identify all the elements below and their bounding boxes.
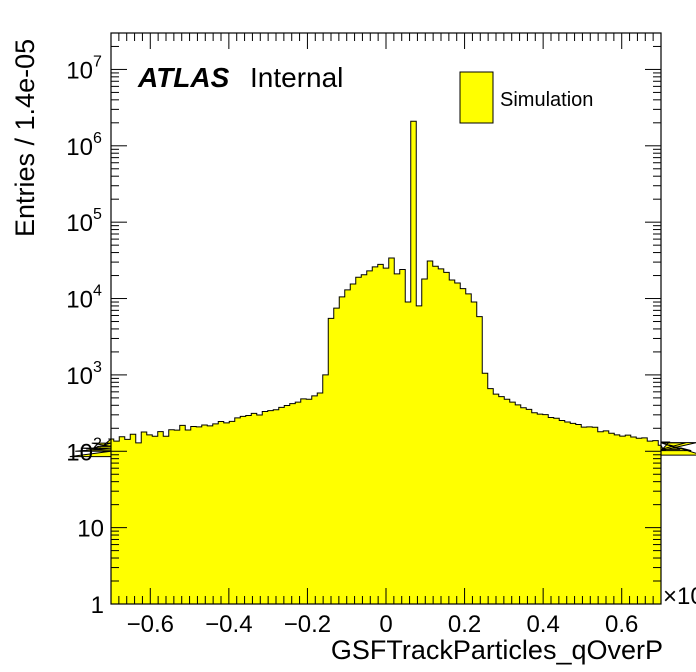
y-tick-label-exponent: 4 [93,283,102,300]
x-tick-labels: −0.6 −0.4 −0.2 0 0.2 0.4 0.6 [127,611,639,638]
y-tick-label: 10 [66,439,93,466]
y-tick-label: 10 [66,363,93,390]
y-tick-label-exponent: 7 [93,53,102,70]
x-tick-label: −0.4 [205,611,252,638]
histogram-fill [69,121,696,604]
y-tick-label: 10 [77,516,104,543]
x-tick-label: 0.6 [605,611,638,638]
y-tick-label: 10 [66,287,93,314]
atlas-label-bold: ATLAS [137,62,230,93]
x-multiplier-label: ×10 [663,583,696,610]
x-tick-label: −0.2 [284,611,331,638]
y-axis-title: Entries / 1.4e-05 [10,39,40,237]
y-tick-label-exponent: 5 [93,206,102,223]
y-tick-label: 10 [66,57,93,84]
x-tick-label: −0.6 [127,611,174,638]
atlas-label: ATLAS Internal [137,62,343,93]
y-tick-label: 10 [66,134,93,161]
legend-swatch [459,71,494,124]
legend: Simulation [459,71,593,124]
x-axis-title: GSFTrackParticles_qOverP [331,635,663,665]
y-tick-label-exponent: 6 [93,130,102,147]
y-tick-label: 1 [91,592,104,619]
y-tick-label: 10 [66,210,93,237]
x-tick-label: 0 [379,611,392,638]
x-tick-label: 0.2 [448,611,481,638]
y-tick-label-exponent: 2 [93,435,102,452]
histogram-outline [69,120,696,458]
y-tick-label-exponent: 3 [93,359,102,376]
atlas-label-status: Internal [250,62,343,93]
plot-frame [110,32,662,605]
x-tick-label: 0.4 [526,611,559,638]
legend-entry-simulation: Simulation [500,89,593,111]
